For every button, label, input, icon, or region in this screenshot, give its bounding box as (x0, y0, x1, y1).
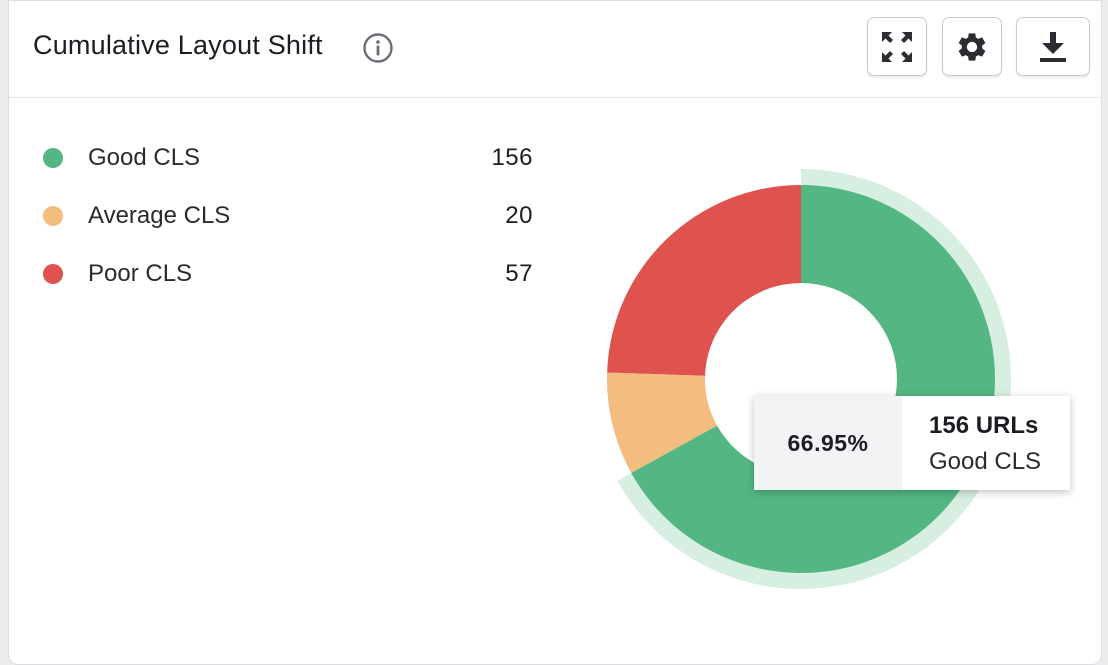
legend: Good CLS 156 Average CLS 20 Poor CLS 57 (43, 141, 533, 315)
settings-button[interactable] (942, 17, 1002, 76)
slice-poor-cls[interactable] (607, 185, 801, 376)
legend-count: 156 (491, 144, 533, 171)
download-button[interactable] (1016, 17, 1090, 76)
gear-icon (958, 32, 986, 61)
card-header: Cumulative Layout Shift (9, 1, 1101, 98)
legend-label: Poor CLS (88, 260, 193, 287)
download-icon (1040, 31, 1066, 62)
legend-count: 57 (505, 260, 533, 287)
tooltip-percent: 66.95% (754, 396, 902, 490)
legend-label: Good CLS (88, 144, 201, 171)
expand-button[interactable] (867, 17, 927, 76)
legend-dot (43, 206, 63, 226)
legend-item[interactable]: Poor CLS 57 (43, 257, 533, 315)
tooltip-urls: 156 URLs (929, 412, 1039, 439)
legend-count: 20 (505, 202, 533, 229)
cls-card: Cumulative Layout Shift (8, 0, 1102, 665)
chart-tooltip: 66.95% 156 URLs Good CLS (754, 396, 1070, 490)
legend-item[interactable]: Average CLS 20 (43, 199, 533, 257)
tooltip-series-name: Good CLS (929, 448, 1042, 475)
card-title: Cumulative Layout Shift (33, 30, 323, 60)
legend-item[interactable]: Good CLS 156 (43, 141, 533, 199)
legend-label: Average CLS (88, 202, 231, 229)
legend-dot (43, 148, 63, 168)
legend-dot (43, 264, 63, 284)
expand-icon (882, 31, 912, 62)
donut-chart (607, 169, 1011, 589)
slice-average-cls[interactable] (607, 372, 718, 473)
info-icon[interactable] (362, 32, 394, 64)
